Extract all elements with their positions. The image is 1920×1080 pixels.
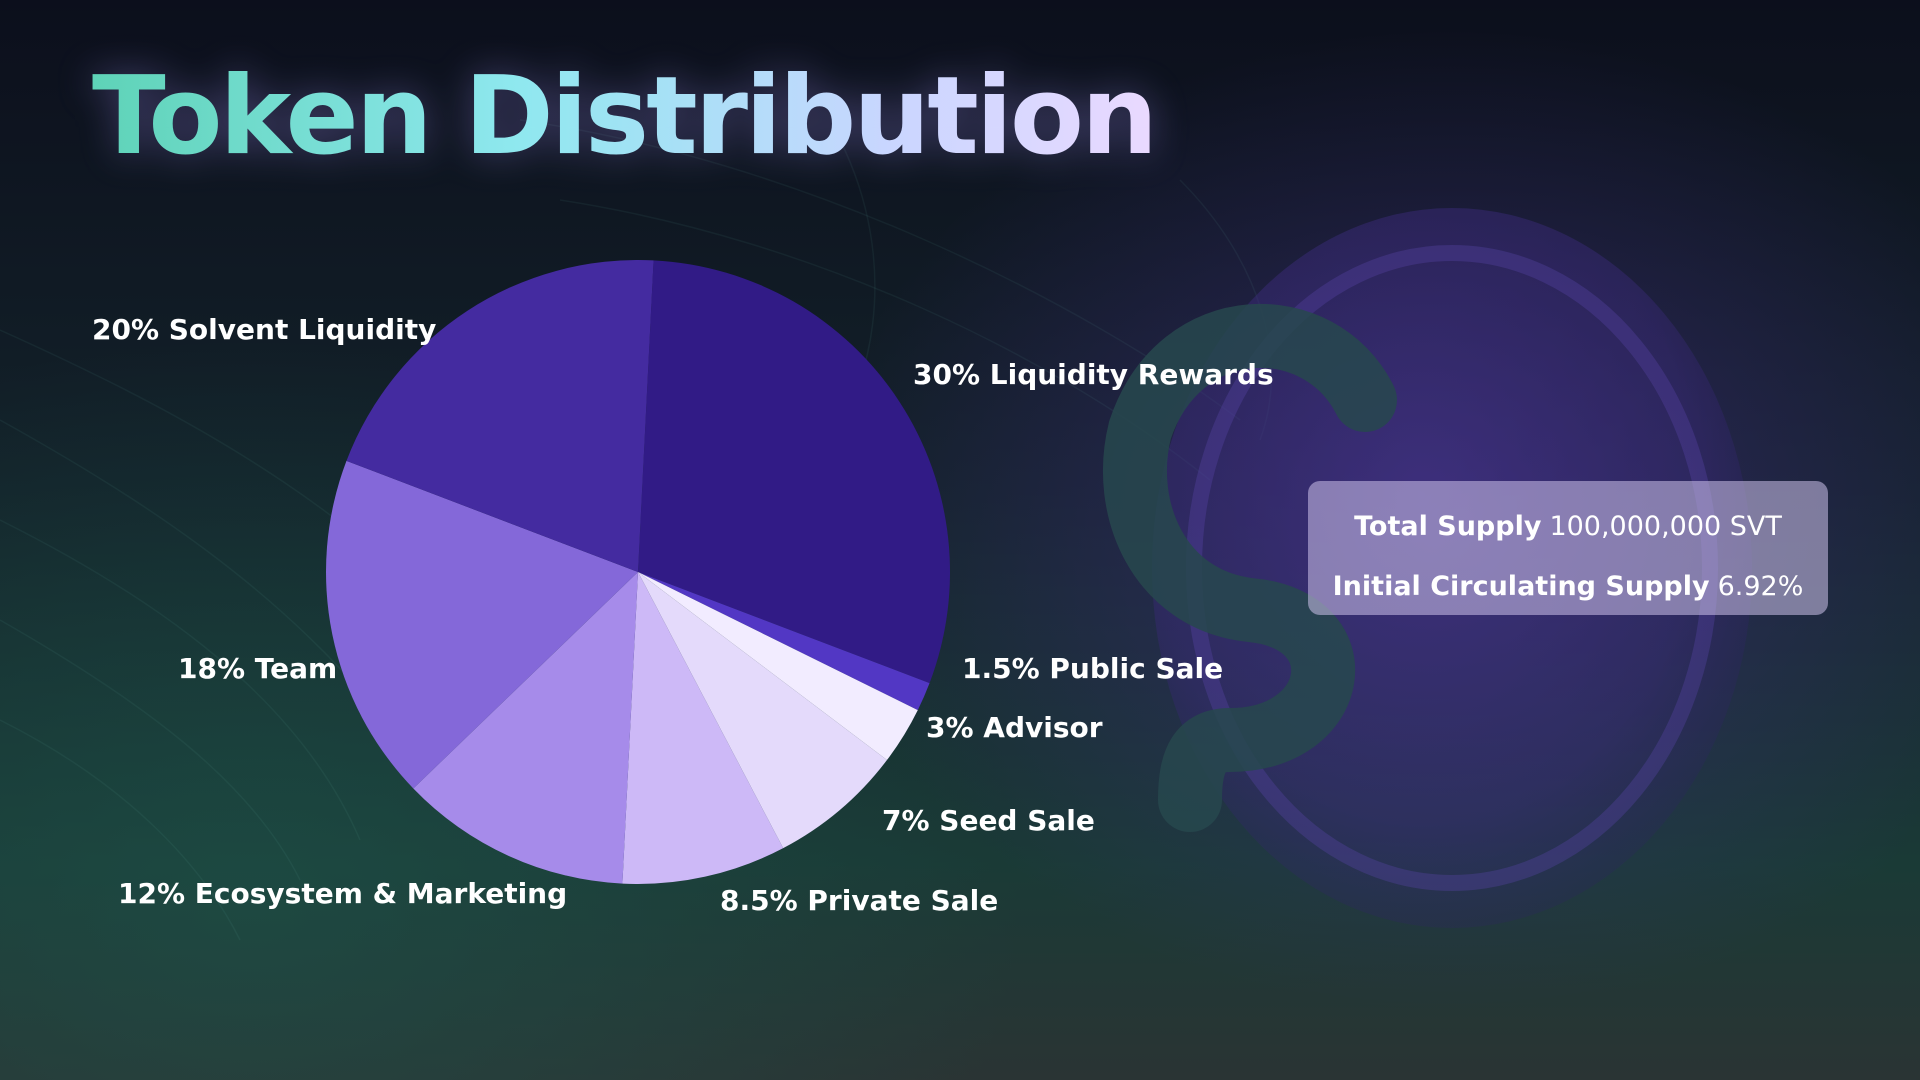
circulating-supply-label: Initial Circulating Supply xyxy=(1332,571,1710,602)
circulating-supply-row: Initial Circulating Supply 6.92% xyxy=(1308,557,1828,617)
pie-label-5: 12% Ecosystem & Marketing xyxy=(118,877,567,910)
pie-slice-3 xyxy=(638,572,887,849)
supply-info-panel: Total Supply 100,000,000 SVT Initial Circ… xyxy=(1308,481,1828,615)
circulating-supply-value: 6.92% xyxy=(1717,571,1804,602)
pie-slice-6 xyxy=(326,460,638,789)
pie-label-0: 30% Liquidity Rewards xyxy=(913,358,1274,391)
pie-slice-5 xyxy=(413,572,638,884)
pie-label-7: 20% Solvent Liquidity xyxy=(92,313,436,346)
pie-slices xyxy=(326,260,950,884)
pie-slice-4 xyxy=(622,572,784,884)
pie-label-1: 1.5% Public Sale xyxy=(962,652,1223,685)
pie-slice-0 xyxy=(638,260,950,684)
pie-slice-7 xyxy=(346,260,654,572)
pie-slice-2 xyxy=(638,572,918,761)
page-title: Token Distribution xyxy=(92,54,1158,179)
total-supply-value: 100,000,000 SVT xyxy=(1549,511,1782,542)
total-supply-label: Total Supply xyxy=(1354,511,1542,542)
pie-slice-1 xyxy=(638,572,930,711)
pie-label-2: 3% Advisor xyxy=(926,711,1103,744)
total-supply-row: Total Supply 100,000,000 SVT xyxy=(1308,497,1828,557)
pie-label-6: 18% Team xyxy=(178,652,337,685)
pie-labels: 30% Liquidity Rewards 1.5% Public Sale 3% … xyxy=(92,313,1274,917)
pie-label-4: 8.5% Private Sale xyxy=(720,884,998,917)
pie-label-3: 7% Seed Sale xyxy=(882,804,1095,837)
